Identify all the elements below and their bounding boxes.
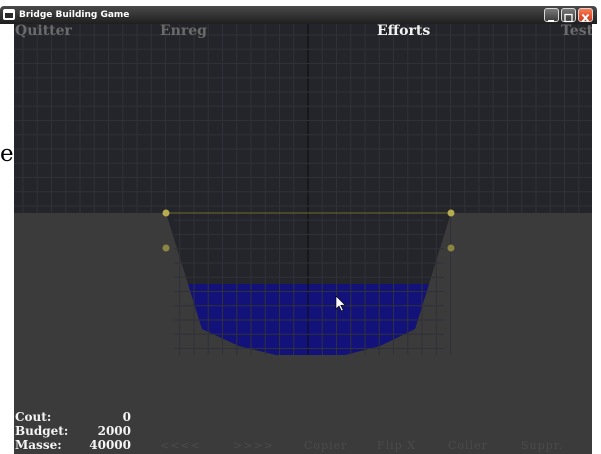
anchor-point[interactable] [162,244,170,252]
delete-button[interactable]: Suppr. [521,439,564,452]
quit-button[interactable]: Quitter [15,24,72,39]
anchor-point[interactable] [447,244,455,252]
close-button[interactable] [578,8,593,23]
anchor-point[interactable] [162,209,170,217]
next-button[interactable]: >>>> [233,439,274,452]
app-icon [3,9,15,20]
budget-label: Budget: [15,424,69,438]
title-bar[interactable]: Bridge Building Game [0,6,597,24]
anchor-point[interactable] [447,209,455,217]
test-button[interactable]: Test [561,24,592,39]
game-viewport[interactable]: Quitter Enreg Efforts Test Cout: 0 Budge… [14,24,592,454]
window-title: Bridge Building Game [19,10,130,20]
stray-text: e [0,141,14,167]
construction-grid [14,24,592,355]
cost-value: 0 [122,410,131,424]
mass-label: Masse: [15,438,62,452]
minimize-button[interactable] [544,8,559,22]
paste-button[interactable]: Coller [448,439,488,452]
minimize-icon [548,20,554,22]
bridge-scene[interactable] [14,24,592,454]
budget-value: 2000 [97,424,131,438]
maximize-button[interactable] [561,8,576,23]
prev-button[interactable]: <<<< [160,439,201,452]
sky-area [14,24,592,213]
mass-value: 40000 [89,438,131,452]
copy-button[interactable]: Copier [304,439,348,452]
maximize-icon [564,13,573,23]
forces-button[interactable]: Efforts [377,24,431,39]
cost-label: Cout: [15,410,52,424]
arrow-cursor-icon [335,295,346,312]
save-button[interactable]: Enreg [160,24,207,39]
flip-x-button[interactable]: Flip X [377,439,417,452]
close-icon [581,13,590,23]
